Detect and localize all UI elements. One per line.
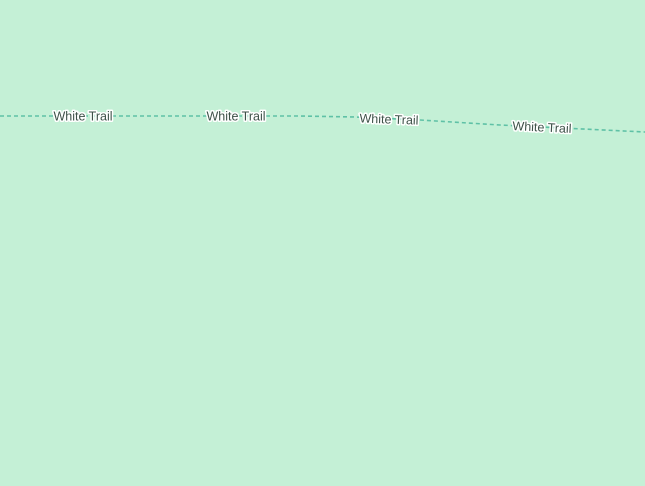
trail-label-text: White Trail — [512, 119, 572, 136]
trail-label-3[interactable]: White Trail — [358, 110, 421, 129]
trail-label-1[interactable]: White Trail — [52, 108, 114, 125]
trail-label-text: White Trail — [359, 111, 419, 127]
trail-label-text: White Trail — [53, 110, 112, 124]
trail-label-4[interactable]: White Trail — [511, 118, 574, 138]
trail-label-text: White Trail — [206, 110, 265, 124]
trail-line[interactable] — [0, 115, 645, 133]
trail-label-2[interactable]: White Trail — [205, 108, 267, 125]
